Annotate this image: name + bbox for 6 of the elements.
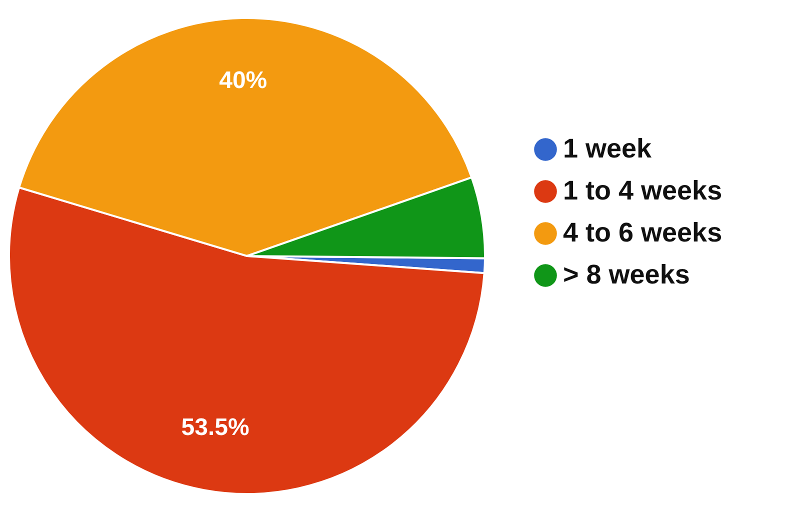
legend-label: > 8 weeks <box>563 260 690 290</box>
data-label: 53.5% <box>181 414 250 442</box>
data-label: 40% <box>219 67 268 94</box>
legend-label: 1 to 4 weeks <box>563 176 722 206</box>
legend-label: 1 week <box>563 134 653 164</box>
legend-label: 4 to 6 weeks <box>563 218 722 248</box>
